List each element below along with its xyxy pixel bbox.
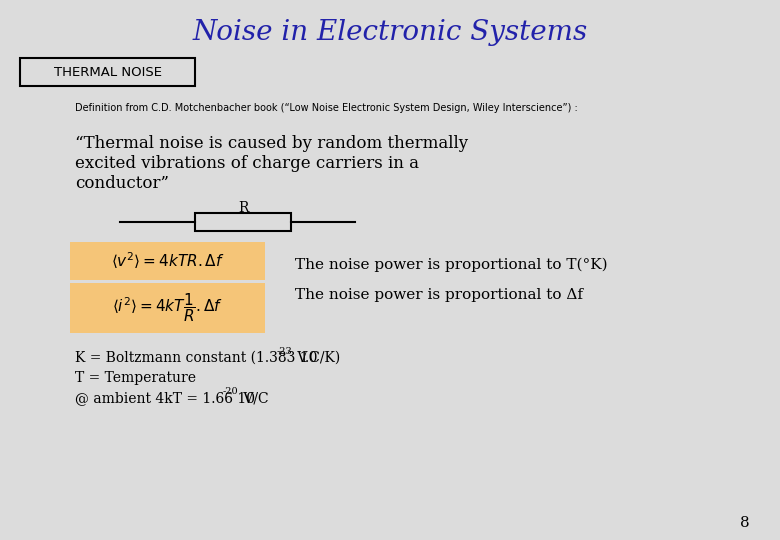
Bar: [70, 242, 265, 280]
Text: V/C: V/C: [239, 391, 268, 405]
Text: V.C/K): V.C/K): [293, 351, 340, 365]
Text: $\langle v^2 \rangle = 4kTR.\Delta f$: $\langle v^2 \rangle = 4kTR.\Delta f$: [111, 251, 225, 271]
Text: “Thermal noise is caused by random thermally: “Thermal noise is caused by random therm…: [75, 135, 468, 152]
Text: excited vibrations of charge carriers in a: excited vibrations of charge carriers in…: [75, 155, 419, 172]
Text: T = Temperature: T = Temperature: [75, 371, 196, 385]
Text: The noise power is proportional to T(°K): The noise power is proportional to T(°K): [295, 258, 608, 272]
Text: -20: -20: [223, 387, 239, 395]
Bar: [20, 58, 195, 86]
Text: The noise power is proportional to Δf: The noise power is proportional to Δf: [295, 288, 583, 302]
Text: Definition from C.D. Motchenbacher book (“Low Noise Electronic System Design, Wi: Definition from C.D. Motchenbacher book …: [75, 103, 578, 113]
Text: THERMAL NOISE: THERMAL NOISE: [54, 65, 161, 78]
Bar: [70, 283, 265, 333]
Text: @ ambient 4kT = 1.66 10: @ ambient 4kT = 1.66 10: [75, 391, 255, 405]
Text: Noise in Electronic Systems: Noise in Electronic Systems: [193, 19, 587, 46]
Bar: [195, 213, 291, 231]
Text: K = Boltzmann constant (1.383 10: K = Boltzmann constant (1.383 10: [75, 351, 317, 365]
Text: -23: -23: [277, 347, 292, 355]
Text: R: R: [238, 201, 248, 215]
Text: $\langle i^2 \rangle = 4kT\dfrac{1}{R}.\Delta f$: $\langle i^2 \rangle = 4kT\dfrac{1}{R}.\…: [112, 292, 223, 325]
Text: conductor”: conductor”: [75, 175, 169, 192]
Text: 8: 8: [740, 516, 750, 530]
